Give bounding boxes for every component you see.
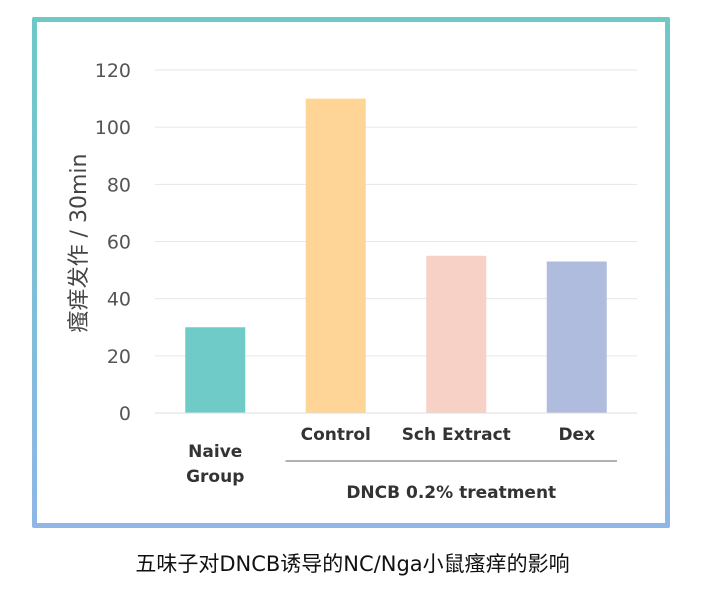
bars bbox=[155, 98, 637, 414]
x-category-label: Naive bbox=[188, 442, 242, 462]
x-axis-categories: Naive Group Control Sch Extract Dex bbox=[186, 425, 595, 487]
x-category-label: Control bbox=[301, 425, 371, 445]
bar bbox=[546, 261, 607, 413]
y-axis-ticks: 0 20 40 60 80 100 120 bbox=[95, 60, 131, 425]
x-category-label: Group bbox=[186, 467, 244, 487]
group-label: DNCB 0.2% treatment bbox=[346, 483, 556, 503]
x-category-label: Dex bbox=[558, 425, 595, 445]
x-category-label: Sch Extract bbox=[402, 425, 511, 445]
y-tick-label: 60 bbox=[107, 232, 131, 254]
bar bbox=[426, 255, 487, 413]
bar bbox=[185, 327, 246, 413]
y-tick-label: 80 bbox=[107, 174, 131, 196]
bar bbox=[305, 98, 366, 413]
y-tick-label: 100 bbox=[95, 117, 131, 139]
figure-caption: 五味子对DNCB诱导的NC/Nga小鼠瘙痒的影响 bbox=[135, 552, 570, 576]
y-tick-label: 20 bbox=[107, 346, 131, 368]
bar-chart: 0 20 40 60 80 100 120 Naive Group Control Sch Ext… bbox=[67, 60, 637, 503]
y-tick-label: 0 bbox=[119, 403, 131, 425]
y-axis-label: 瘙痒发作 / 30min bbox=[67, 154, 92, 333]
y-tick-label: 40 bbox=[107, 289, 131, 311]
y-tick-label: 120 bbox=[95, 60, 131, 82]
